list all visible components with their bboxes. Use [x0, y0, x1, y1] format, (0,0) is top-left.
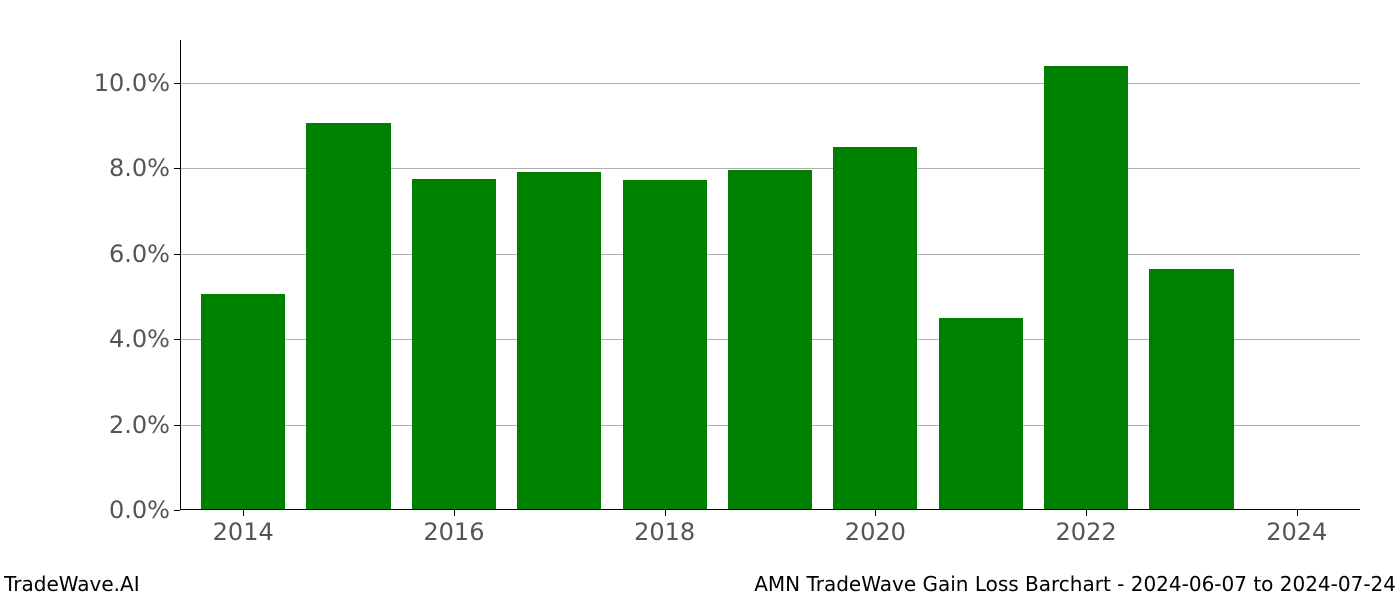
y-axis-spine	[180, 40, 181, 510]
y-tick-label: 4.0%	[109, 325, 180, 353]
plot-area: 0.0%2.0%4.0%6.0%8.0%10.0%201420162018202…	[180, 40, 1360, 510]
bar	[623, 180, 707, 510]
x-tick-label: 2022	[1056, 510, 1117, 546]
x-axis-spine	[180, 509, 1360, 510]
x-tick-label: 2018	[634, 510, 695, 546]
x-tick-label: 2024	[1266, 510, 1327, 546]
y-tick-label: 0.0%	[109, 496, 180, 524]
x-tick-label: 2016	[423, 510, 484, 546]
y-tick-label: 6.0%	[109, 240, 180, 268]
y-tick-label: 2.0%	[109, 411, 180, 439]
y-tick-label: 10.0%	[94, 69, 180, 97]
bar	[939, 318, 1023, 510]
x-tick-label: 2014	[213, 510, 274, 546]
bar	[1044, 66, 1128, 510]
bar	[833, 147, 917, 510]
x-tick-label: 2020	[845, 510, 906, 546]
bar	[728, 170, 812, 510]
y-tick-label: 8.0%	[109, 154, 180, 182]
bar	[1149, 269, 1233, 510]
gridline	[180, 83, 1360, 84]
bar	[517, 172, 601, 510]
chart-container: 0.0% 2.0% 4.0% 6.0% 8.0% 10.0% 2014 2016 2018 202…	[0, 0, 1400, 600]
bar	[306, 123, 390, 510]
bar	[412, 179, 496, 510]
bar	[201, 294, 285, 510]
footer-right-label: AMN TradeWave Gain Loss Barchart - 2024-…	[754, 572, 1396, 596]
footer-left-label: TradeWave.AI	[4, 572, 140, 596]
